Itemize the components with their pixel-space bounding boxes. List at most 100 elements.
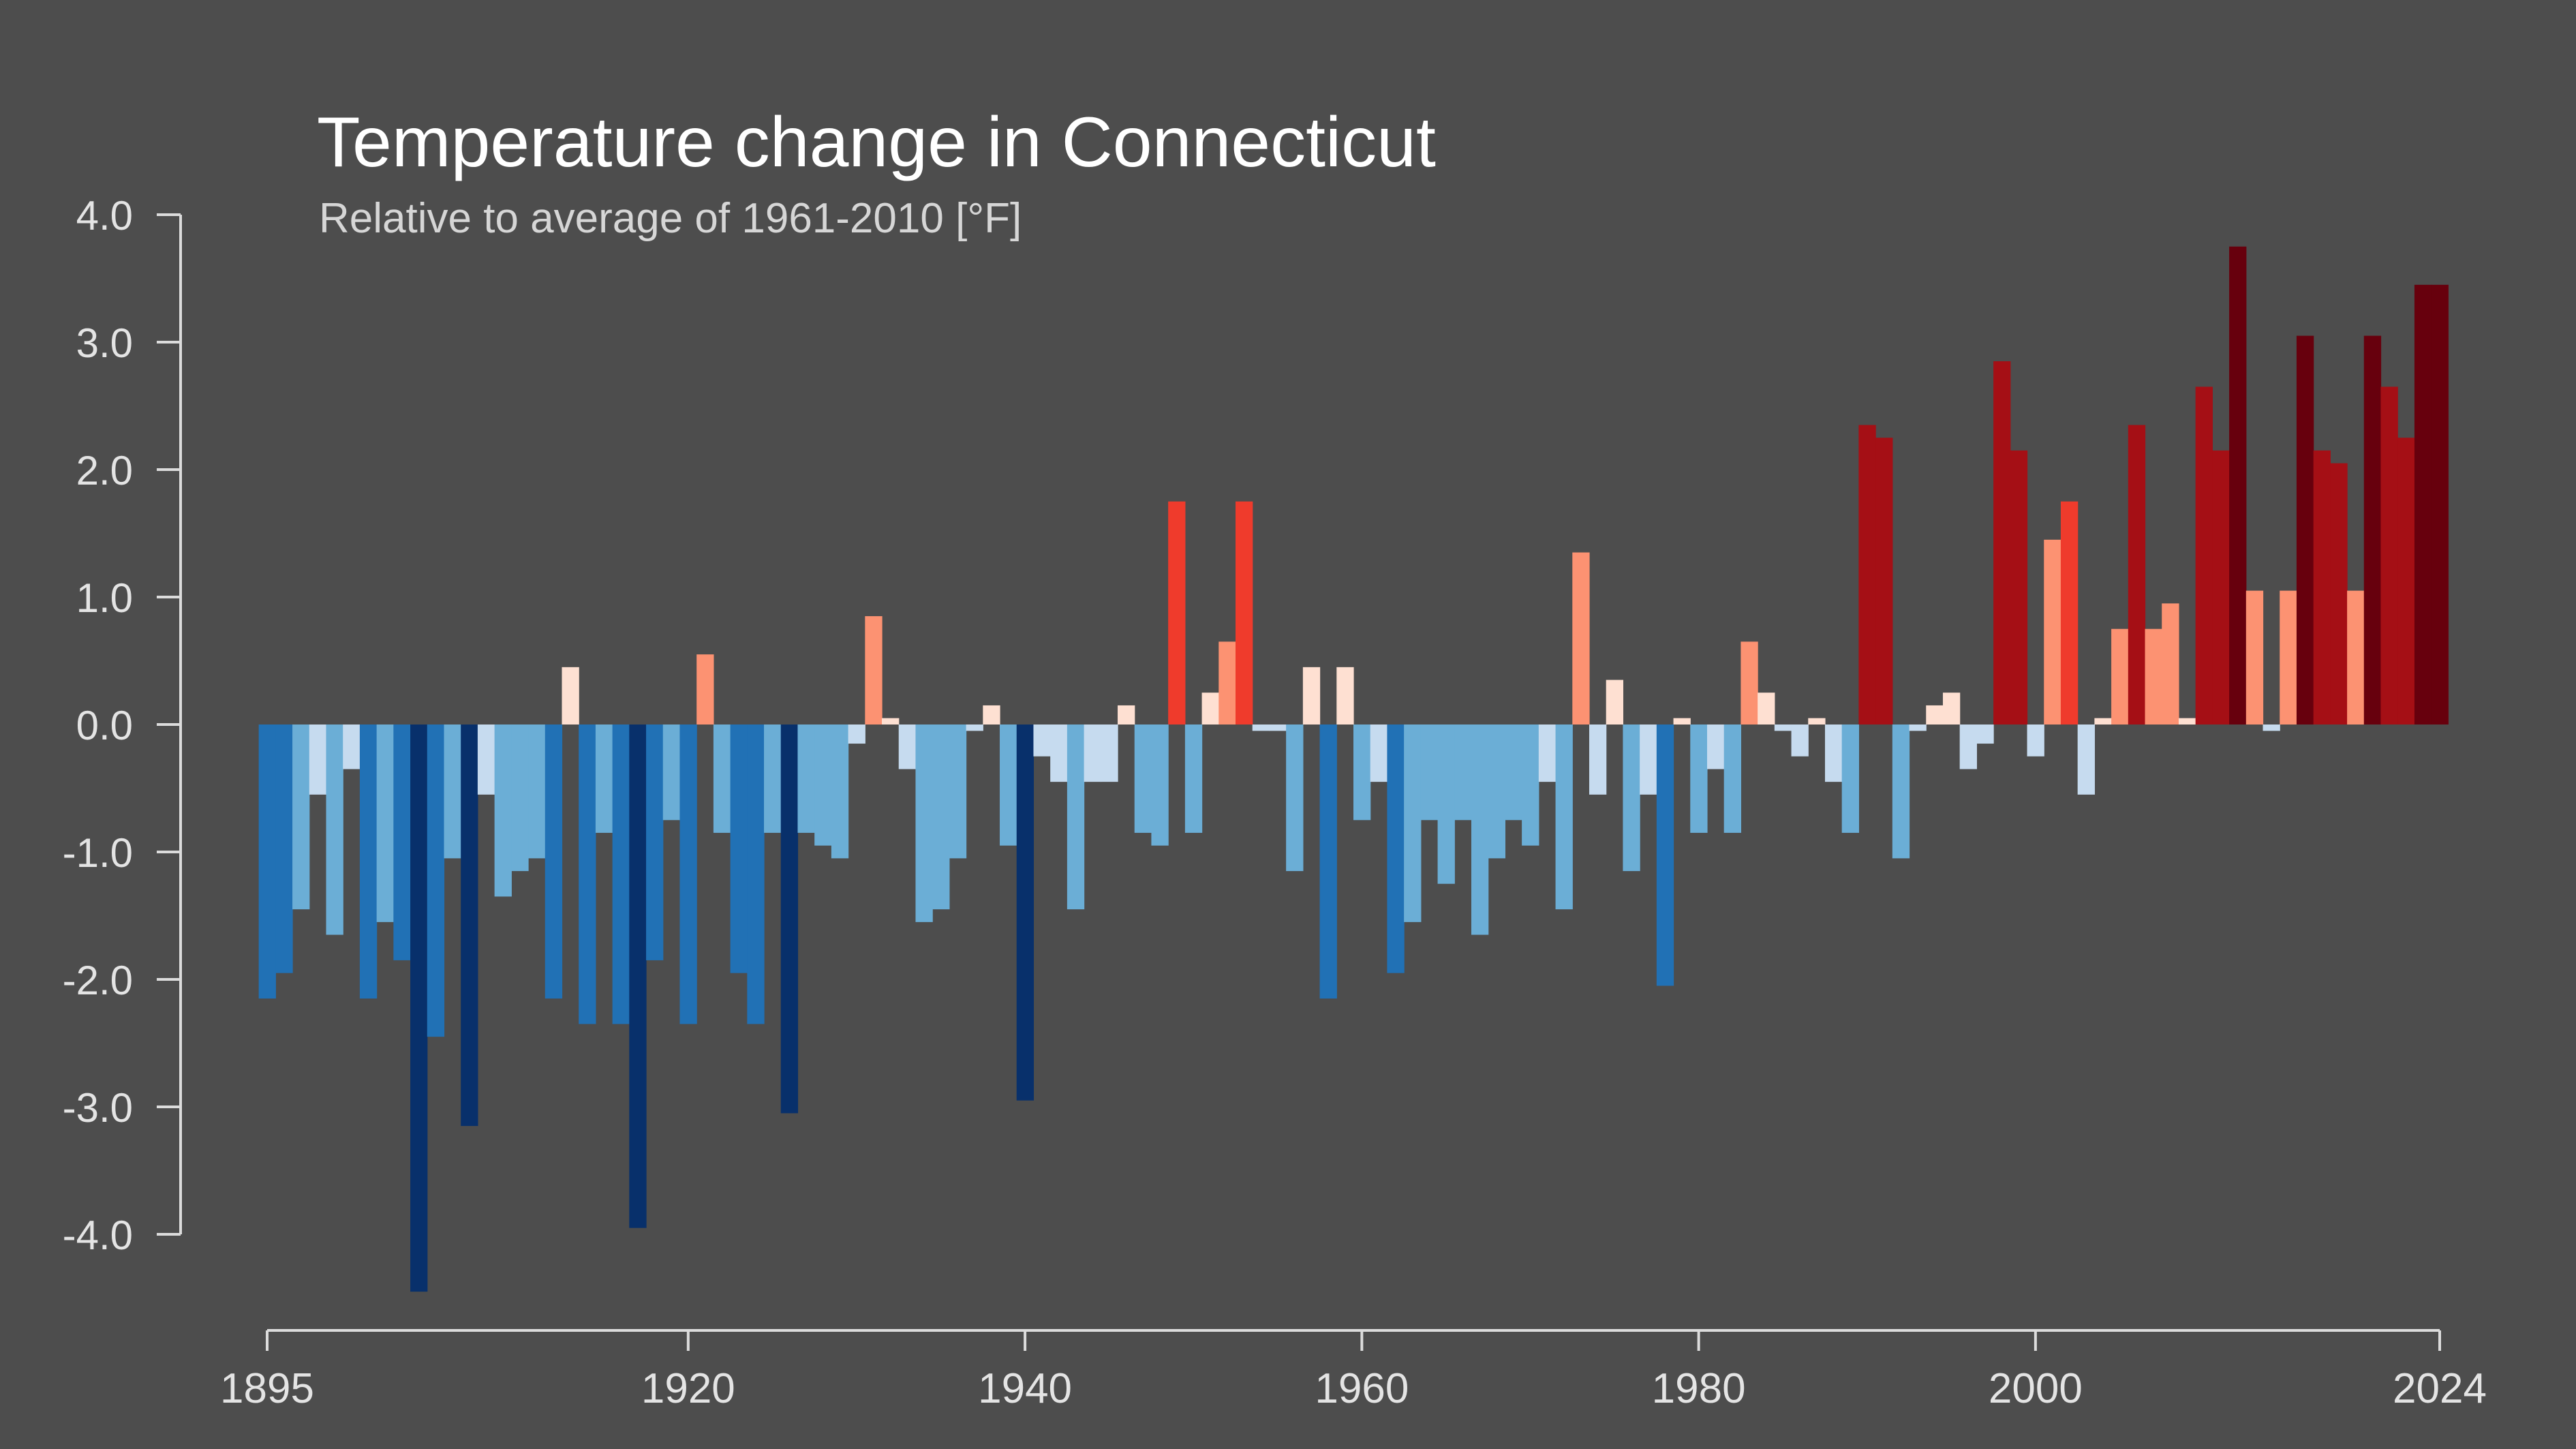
bar-1971: [1538, 724, 1557, 782]
bar-2005: [2111, 628, 2129, 724]
bar-2013: [2245, 590, 2264, 724]
y-tick-label: 4.0: [76, 193, 133, 239]
bar-1987: [1808, 718, 1826, 724]
bar-1963: [1404, 724, 1422, 922]
bar-1938: [983, 705, 1000, 724]
x-tick-label: 1920: [641, 1365, 735, 1412]
bar-1996: [1959, 724, 1977, 769]
bar-1946: [1118, 705, 1135, 724]
bar-1913: [562, 667, 579, 724]
bar-2018: [2330, 463, 2348, 724]
bar-2023: [2414, 284, 2432, 725]
bar-1931: [865, 616, 883, 724]
bar-1908: [477, 724, 495, 795]
bar-1949: [1168, 501, 1186, 724]
x-tick-label: 1895: [220, 1365, 314, 1412]
bar-1969: [1505, 724, 1522, 821]
bar-1982: [1723, 724, 1741, 833]
bar-1917: [629, 724, 647, 1228]
bar-1967: [1471, 724, 1489, 935]
bar-1961: [1370, 724, 1388, 782]
bar-2000: [2027, 724, 2044, 757]
y-tick-label: 1.0: [76, 575, 133, 621]
bar-1955: [1269, 724, 1287, 731]
bar-1960: [1353, 724, 1371, 821]
bar-1989: [1841, 724, 1859, 833]
bar-2017: [2313, 450, 2331, 724]
bar-1958: [1319, 724, 1337, 999]
bar-1947: [1134, 724, 1152, 833]
bar-1984: [1758, 692, 1775, 724]
bar-1914: [579, 724, 596, 1024]
bar-1990: [1858, 425, 1876, 724]
bar-2007: [2145, 628, 2162, 724]
bar-1925: [764, 724, 782, 833]
bars-layer: [258, 246, 2449, 1292]
bar-2008: [2162, 603, 2179, 724]
x-axis: 1895 1920 1940 1960 1980 2000 2024: [220, 1329, 2487, 1412]
bar-1905: [427, 724, 445, 1037]
bar-1936: [949, 724, 967, 859]
bar-1977: [1640, 724, 1657, 795]
bar-1985: [1774, 724, 1792, 731]
bar-1974: [1589, 724, 1607, 795]
bar-1937: [966, 724, 983, 731]
bar-2024: [2431, 284, 2449, 725]
bar-1964: [1420, 724, 1439, 821]
bar-1896: [275, 724, 293, 973]
bar-1902: [376, 724, 394, 922]
bar-1901: [359, 724, 378, 999]
x-tick-label: 2024: [2393, 1365, 2487, 1412]
bar-1995: [1942, 692, 1961, 724]
bar-2009: [2178, 718, 2196, 724]
bar-1933: [898, 724, 917, 769]
bar-1976: [1623, 724, 1640, 872]
chart-title: Temperature change in Connecticut: [317, 103, 1436, 182]
bar-2010: [2195, 386, 2213, 724]
bar-1943: [1067, 724, 1085, 910]
bar-2002: [2060, 501, 2079, 724]
bar-1951: [1201, 692, 1219, 724]
bar-2016: [2296, 335, 2314, 724]
bar-1935: [932, 724, 950, 910]
y-tick-label: 3.0: [76, 320, 133, 366]
bar-1988: [1824, 724, 1843, 782]
x-tick-label: 1940: [978, 1365, 1072, 1412]
bar-2011: [2212, 450, 2230, 724]
bar-1904: [410, 724, 428, 1292]
bar-1921: [696, 654, 714, 724]
bar-2020: [2363, 335, 2382, 724]
bar-2022: [2397, 438, 2415, 724]
bar-1942: [1050, 724, 1068, 782]
bar-1972: [1555, 724, 1573, 910]
bar-1941: [1033, 724, 1051, 757]
bar-1916: [612, 724, 630, 1024]
bar-1956: [1286, 724, 1304, 872]
bar-2006: [2128, 425, 2146, 724]
bar-1924: [747, 724, 765, 1024]
y-tick-label: 2.0: [76, 448, 133, 493]
bar-2014: [2263, 724, 2280, 731]
bar-1928: [814, 724, 832, 846]
bar-1959: [1336, 667, 1354, 724]
bar-1986: [1791, 724, 1809, 757]
bar-1900: [343, 724, 361, 769]
bar-1944: [1084, 724, 1101, 782]
bar-1966: [1454, 724, 1472, 821]
bar-1980: [1690, 724, 1708, 833]
bar-1994: [1926, 705, 1944, 724]
bar-1968: [1488, 724, 1506, 859]
bar-1981: [1706, 724, 1725, 769]
bar-2021: [2380, 386, 2398, 724]
bar-1927: [797, 724, 815, 833]
x-tick-label: 2000: [1989, 1365, 2083, 1412]
bar-1953: [1236, 501, 1253, 724]
bar-1973: [1572, 552, 1590, 724]
bar-1932: [882, 718, 900, 724]
chart-subtitle: Relative to average of 1961-2010 [°F]: [319, 195, 1022, 242]
x-tick-label: 1980: [1652, 1365, 1746, 1412]
bar-2001: [2044, 539, 2061, 724]
bar-1912: [545, 724, 563, 999]
bar-1897: [292, 724, 310, 910]
